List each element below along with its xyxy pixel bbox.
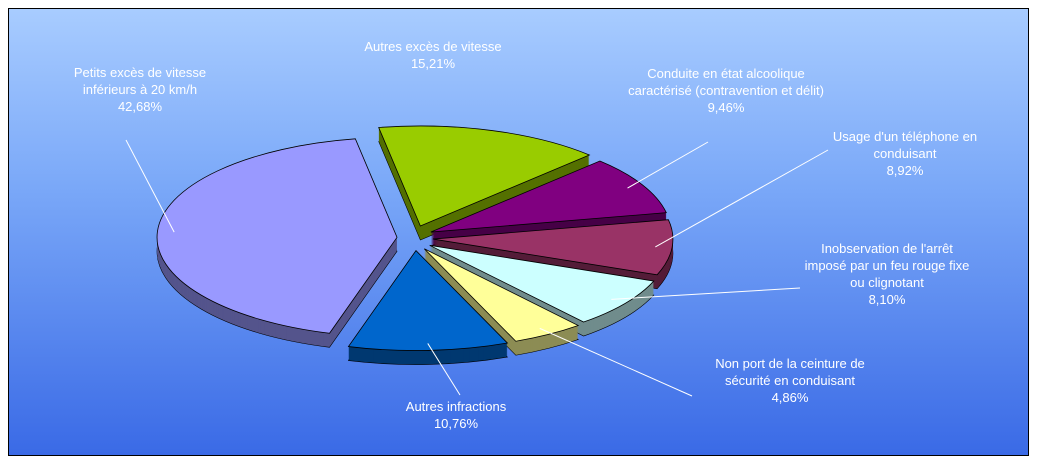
slice-label: Conduite en état alcoolique caractérisé … bbox=[626, 65, 826, 116]
category-label: Conduite en état alcoolique caractérisé … bbox=[628, 66, 824, 98]
value-label: 15,21% bbox=[410, 56, 456, 71]
leader-line bbox=[655, 149, 829, 248]
value-label: 10,76% bbox=[433, 416, 479, 431]
value-label: 9,46% bbox=[707, 100, 745, 115]
value-label: 4,86% bbox=[771, 390, 809, 405]
category-label: Non port de la ceinture de sécurité en c… bbox=[715, 356, 865, 388]
slice bbox=[378, 125, 591, 227]
category-label: Autres excès de vitesse bbox=[364, 39, 502, 54]
category-label: Inobservation de l'arrêt imposé par un f… bbox=[804, 241, 970, 290]
value-label: 42,68% bbox=[117, 99, 163, 114]
slice-label: Inobservation de l'arrêt imposé par un f… bbox=[802, 240, 972, 308]
slice-label: Petits excès de vitesse inférieurs à 20 … bbox=[60, 64, 220, 115]
leader-line bbox=[125, 139, 175, 233]
category-label: Usage d'un téléphone en conduisant bbox=[832, 129, 978, 161]
category-label: Autres infractions bbox=[405, 399, 507, 414]
slice bbox=[432, 219, 674, 276]
leader-line bbox=[611, 287, 801, 300]
slice bbox=[424, 248, 580, 342]
slice bbox=[156, 138, 398, 334]
leader-line bbox=[627, 141, 709, 189]
slice bbox=[347, 249, 509, 351]
leader-line bbox=[539, 327, 693, 397]
leader-line bbox=[427, 343, 461, 396]
slice-label: Autres excès de vitesse 15,21% bbox=[358, 38, 508, 72]
slice-label: Non port de la ceinture de sécurité en c… bbox=[700, 355, 880, 406]
value-label: 8,92% bbox=[886, 163, 924, 178]
slice-label: Autres infractions 10,76% bbox=[371, 398, 541, 432]
slice bbox=[429, 244, 655, 323]
slice-label: Usage d'un téléphone en conduisant 8,92% bbox=[825, 128, 985, 179]
value-label: 8,10% bbox=[868, 292, 906, 307]
category-label: Petits excès de vitesse inférieurs à 20 … bbox=[73, 65, 207, 97]
slice bbox=[430, 160, 667, 233]
